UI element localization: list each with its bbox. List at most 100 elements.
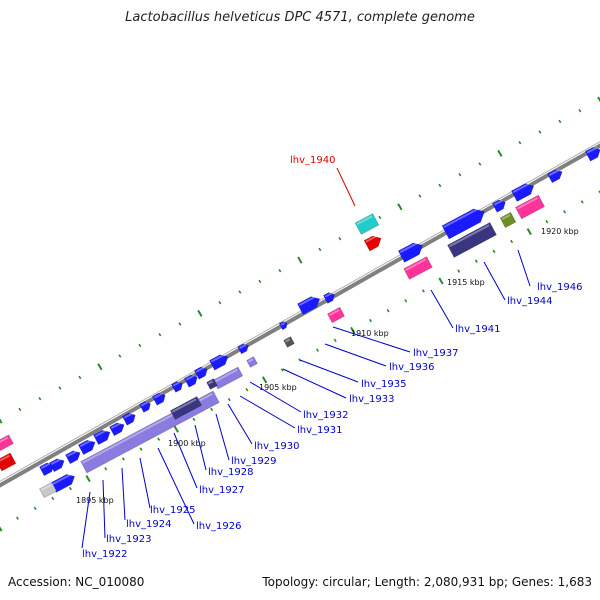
gene-forward-15[interactable] xyxy=(297,294,322,315)
scale-tick xyxy=(397,203,403,211)
gene-forward-1-shine xyxy=(40,462,52,470)
scale-tick xyxy=(378,215,382,220)
scale-tick xyxy=(138,343,142,348)
gene-forward-18[interactable] xyxy=(441,205,488,240)
gene-forward-4[interactable] xyxy=(77,437,97,456)
gene-label-lhv_1928[interactable]: lhv_1928 xyxy=(208,467,253,478)
scale-tick xyxy=(68,486,72,491)
gene-forward-11[interactable] xyxy=(183,373,199,388)
gene-label-lhv_1932[interactable]: lhv_1932 xyxy=(303,410,348,421)
scale-tick xyxy=(558,119,562,124)
gene-label-lhv_1923[interactable]: lhv_1923 xyxy=(106,534,151,545)
gene-lhv-1940-shape xyxy=(363,235,382,252)
gene-forward-2[interactable] xyxy=(49,456,66,473)
gene-label-lhv_1944[interactable]: lhv_1944 xyxy=(507,296,552,307)
gene-rna-2[interactable] xyxy=(403,256,433,280)
scale-tick xyxy=(258,279,262,284)
gene-forward-14-shine xyxy=(239,343,247,349)
scale-tick xyxy=(157,437,161,441)
gene-reverse-1-shine xyxy=(52,473,72,485)
scale-tick xyxy=(545,220,549,224)
gene-rna-left-shine xyxy=(0,436,9,445)
scale-tick xyxy=(474,259,478,263)
gene-label-lhv_1927[interactable]: lhv_1927 xyxy=(199,485,244,496)
gene-rna-left[interactable] xyxy=(0,434,14,452)
gene-forward-3[interactable] xyxy=(65,448,82,465)
gene-forward-17-shine xyxy=(399,241,420,254)
gene-forward-17[interactable] xyxy=(397,240,425,263)
gene-label-lhv_1924[interactable]: lhv_1924 xyxy=(126,519,171,530)
leader-line-lhv_1944 xyxy=(483,261,506,301)
gene-darkpurple-1-shape xyxy=(170,396,202,420)
gene-rna-3-shine xyxy=(516,196,539,210)
gene-label-lhv_1941[interactable]: lhv_1941 xyxy=(455,324,500,335)
scale-tick xyxy=(538,130,542,134)
gene-forward-9[interactable] xyxy=(151,391,167,406)
gene-label-lhv_1931[interactable]: lhv_1931 xyxy=(297,425,342,436)
gene-forward-3-shine xyxy=(66,450,78,458)
gene-label-lhv_1922[interactable]: lhv_1922 xyxy=(82,549,127,560)
gene-red-left[interactable] xyxy=(0,452,17,472)
scale-tick xyxy=(238,290,242,294)
gene-rna-1[interactable] xyxy=(327,306,345,324)
gene-lavender-3[interactable] xyxy=(246,356,258,368)
gene-forward-7[interactable] xyxy=(121,411,137,426)
gene-small-arrow[interactable] xyxy=(278,320,288,331)
gene-darkpurple-3[interactable] xyxy=(447,222,497,258)
gene-olive-shine xyxy=(501,214,511,221)
accession-text: Accession: NC_010080 xyxy=(8,575,145,589)
gene-darkpurple-3-shape xyxy=(447,222,497,258)
leader-line-lhv_1937 xyxy=(332,326,411,353)
gene-forward-6[interactable] xyxy=(109,420,126,437)
scale-tick xyxy=(227,397,231,402)
scale-tick xyxy=(178,322,182,326)
gene-darkpurple-2[interactable] xyxy=(206,378,218,390)
gene-forward-10[interactable] xyxy=(171,380,184,393)
scale-tick xyxy=(0,526,3,532)
gene-forward-15-shape xyxy=(297,296,321,315)
gene-forward-8[interactable] xyxy=(139,400,152,413)
gene-lhv-1940[interactable] xyxy=(363,233,384,252)
gene-darkpurple-1[interactable] xyxy=(170,396,202,420)
gene-forward-21[interactable] xyxy=(547,167,564,184)
gene-olive[interactable] xyxy=(499,211,517,229)
scale-tick xyxy=(368,318,372,323)
gene-forward-22[interactable] xyxy=(584,145,600,162)
gene-label-lhv_1925[interactable]: lhv_1925 xyxy=(150,505,195,516)
gene-forward-12[interactable] xyxy=(193,365,209,380)
gene-lhv-1940-shine xyxy=(365,234,378,243)
gene-forward-19-shine xyxy=(493,199,503,206)
gene-label-lhv_1936[interactable]: lhv_1936 xyxy=(389,362,434,373)
gene-forward-20[interactable] xyxy=(511,181,536,202)
gene-olive-shape xyxy=(499,211,517,229)
scale-tick xyxy=(297,256,303,264)
gene-label-lhv_1935[interactable]: lhv_1935 xyxy=(361,379,406,390)
gene-label-lhv_1929[interactable]: lhv_1929 xyxy=(231,456,276,467)
gene-forward-7-shine xyxy=(123,412,133,419)
gene-forward-12-shine xyxy=(195,366,205,373)
gene-label-lhv_1933[interactable]: lhv_1933 xyxy=(349,394,394,405)
gene-forward-16[interactable] xyxy=(323,291,336,304)
gene-forward-13-shape xyxy=(209,354,229,371)
gene-teal[interactable] xyxy=(354,213,380,235)
scale-tick xyxy=(245,388,249,392)
gene-small-arrow-shine xyxy=(280,322,286,326)
scale-label-1900-kbp: 1900 kbp xyxy=(168,439,206,448)
gene-forward-10-shape xyxy=(171,381,183,393)
gene-darkgray[interactable] xyxy=(283,336,295,348)
scale-tick xyxy=(104,467,108,471)
gene-label-lhv_1937[interactable]: lhv_1937 xyxy=(413,348,458,359)
gene-rna-3[interactable] xyxy=(515,194,545,220)
gene-red-left-shape xyxy=(0,452,17,472)
gene-forward-13[interactable] xyxy=(209,352,230,371)
gene-forward-19[interactable] xyxy=(491,198,507,213)
gene-label-lhv_1940[interactable]: lhv_1940 xyxy=(290,155,335,166)
gene-label-lhv_1930[interactable]: lhv_1930 xyxy=(254,441,299,452)
gene-label-lhv_1926[interactable]: lhv_1926 xyxy=(196,521,241,532)
gene-forward-14[interactable] xyxy=(237,342,251,355)
gene-forward-13-shine xyxy=(210,353,226,363)
gene-label-lhv_1946[interactable]: lhv_1946 xyxy=(537,282,582,293)
gene-forward-5[interactable] xyxy=(92,427,112,446)
gene-gray[interactable] xyxy=(39,481,57,499)
gene-gray-shine xyxy=(40,484,52,492)
